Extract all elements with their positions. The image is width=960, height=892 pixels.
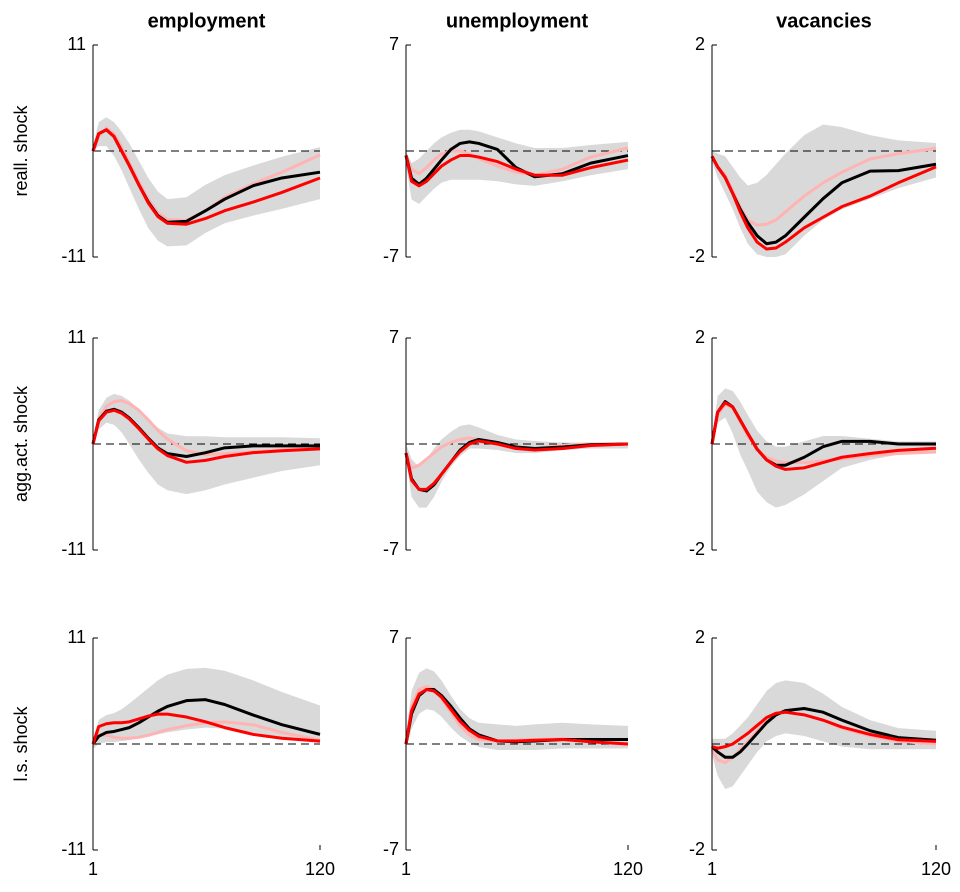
line-series <box>710 155 937 251</box>
confidence-band <box>93 667 320 749</box>
confidence-band <box>712 680 936 790</box>
confidence-band <box>93 117 320 247</box>
x-tick-label: 120 <box>305 859 335 879</box>
y-tick-label: -7 <box>383 839 399 859</box>
confidence-band <box>406 424 628 508</box>
y-tick-label: -11 <box>61 539 86 559</box>
panel-title: employment <box>148 10 266 32</box>
confidence-band <box>712 388 936 508</box>
line-series <box>91 126 321 222</box>
y-tick-label: -2 <box>689 539 705 559</box>
x-tick-label: 1 <box>401 859 411 879</box>
y-tick-label: -2 <box>689 246 705 266</box>
line-series <box>91 128 321 226</box>
y-tick-label: 2 <box>695 34 705 54</box>
y-tick-label: 2 <box>695 327 705 347</box>
line-series <box>91 712 321 745</box>
line-series <box>404 439 629 491</box>
y-tick-label: 11 <box>67 34 86 54</box>
y-axis-label: reall. shock <box>11 104 31 196</box>
y-tick-label: 11 <box>67 627 86 647</box>
y-tick-label: -7 <box>383 246 399 266</box>
panel-title: unemployment <box>446 10 589 32</box>
y-tick-label: 11 <box>67 327 86 347</box>
x-tick-label: 1 <box>88 859 98 879</box>
confidence-band <box>406 668 628 751</box>
line-series <box>91 399 321 457</box>
y-tick-label: 2 <box>695 627 705 647</box>
y-tick-label: 7 <box>389 34 399 54</box>
x-tick-label: 120 <box>921 859 951 879</box>
line-series <box>91 408 321 464</box>
y-tick-label: -7 <box>383 539 399 559</box>
line-series <box>91 720 321 745</box>
x-tick-label: 120 <box>613 859 643 879</box>
line-series <box>404 154 629 188</box>
line-series <box>404 687 629 746</box>
confidence-band <box>93 393 320 495</box>
line-series <box>404 146 629 177</box>
line-series <box>710 706 937 759</box>
y-tick-label: -2 <box>689 839 705 859</box>
line-series <box>711 710 937 750</box>
y-tick-label: -11 <box>61 246 86 266</box>
y-axis-label: l.s. shock <box>11 705 31 781</box>
x-tick-label: 1 <box>707 859 717 879</box>
panel-title: vacancies <box>776 10 872 32</box>
y-tick-label: 7 <box>389 627 399 647</box>
y-tick-label: 7 <box>389 327 399 347</box>
confidence-band <box>712 124 936 257</box>
line-series <box>710 401 937 471</box>
y-tick-label: -11 <box>61 839 86 859</box>
y-axis-label: agg.act. shock <box>11 385 31 502</box>
